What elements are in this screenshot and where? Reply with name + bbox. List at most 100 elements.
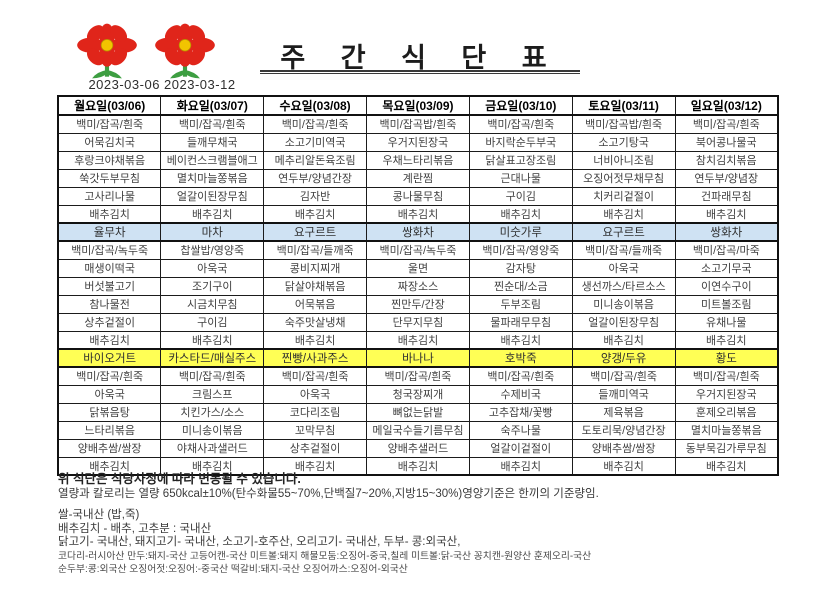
snack-cell: 카스타드/매실주스	[160, 348, 265, 368]
breakfast-menu-row: 후랑크야채볶음 베이컨스크램블애그 메추리알돈육조림 우채느타리볶음 닭살표고장조림 너비…	[57, 150, 779, 170]
menu-cell: 배추김치	[263, 456, 368, 476]
menu-cell: 콩비지찌개	[263, 258, 368, 278]
lunch-menu-row: 배추김치 배추김치 배추김치 배추김치 배추김치 배추김치 배추김치	[57, 330, 779, 350]
menu-cell: 들깨미역국	[571, 384, 676, 404]
menu-cell: 미트볼조림	[674, 294, 779, 314]
menu-cell: 배추김치	[674, 456, 779, 476]
snack-cell: 양갱/두유	[571, 348, 676, 368]
menu-cell: 고추잡채/꽃빵	[468, 402, 573, 422]
snack-cell: 찐빵/사과주스	[263, 348, 368, 368]
menu-cell: 백미/잡곡/흰죽	[674, 366, 779, 386]
menu-cell: 참치김치볶음	[674, 150, 779, 170]
snack-cell: 쌍화차	[366, 222, 470, 242]
day-header-0: 월요일(03/06)	[57, 95, 162, 116]
menu-cell: 북어콩나물국	[674, 132, 779, 152]
menu-cell: 백미/잡곡밥/흰죽	[366, 114, 470, 134]
breakfast-menu-row: 쑥갓두부무침 멸치마늘쫑볶음 연두부/양념간장 계란찜 근대나물 오징어젓무채무침 연두부/…	[57, 168, 779, 188]
menu-cell: 소고기무국	[674, 258, 779, 278]
dinner-menu-row: 백미/잡곡/흰죽 백미/잡곡/흰죽 백미/잡곡/흰죽 백미/잡곡/흰죽 백미/잡곡/흰죽…	[57, 366, 779, 386]
menu-cell: 양배추쌈/쌈장	[571, 438, 676, 458]
menu-cell: 꼬막무침	[263, 420, 368, 440]
menu-cell: 백미/잡곡/흰죽	[160, 366, 265, 386]
menu-table: 월요일(03/06) 화요일(03/07) 수요일(03/08) 목요일(03/09)…	[57, 95, 779, 476]
menu-cell: 찐순대/소금	[468, 276, 573, 296]
day-header-6: 일요일(03/12)	[674, 95, 779, 116]
change-notice: 위 식단은 식당사정에 따라 변동될 수 있습니다.	[58, 472, 301, 486]
menu-cell: 찐만두/간장	[366, 294, 470, 314]
lunch-menu-row: 백미/잡곡/녹두죽 찹쌀밥/영양죽 백미/잡곡/들깨죽 백미/잡곡/녹두죽 백미/잡곡/…	[57, 240, 779, 260]
snack-cell: 바이오거트	[57, 348, 162, 368]
lunch-menu-row: 버섯불고기 조기구이 닭살야채볶음 짜장소스 찐순대/소금 생선까스/타르소스 이연수구이	[57, 276, 779, 296]
menu-cell: 백미/잡곡/들깨죽	[571, 240, 676, 260]
menu-cell: 두부조림	[468, 294, 573, 314]
menu-cell: 백미/잡곡/흰죽	[263, 366, 368, 386]
snack-cell: 황도	[674, 348, 779, 368]
menu-cell: 조기구이	[160, 276, 265, 296]
menu-cell: 배추김치	[571, 456, 676, 476]
menu-cell: 백미/잡곡/흰죽	[263, 114, 368, 134]
menu-cell: 근대나물	[468, 168, 573, 188]
menu-cell: 구이김	[468, 186, 573, 206]
menu-cell: 배추김치	[571, 204, 676, 224]
afternoon-snack-row: 바이오거트 카스타드/매실주스 찐빵/사과주스 바나나 호박죽 양갱/두유 황도	[57, 348, 779, 368]
day-header-2: 수요일(03/08)	[263, 95, 368, 116]
menu-cell: 백미/잡곡/들깨죽	[263, 240, 368, 260]
menu-cell: 양배추쌈/쌈장	[57, 438, 162, 458]
menu-cell: 배추김치	[366, 456, 470, 476]
menu-cell: 배추김치	[57, 204, 162, 224]
menu-cell: 배추김치	[571, 330, 676, 350]
menu-cell: 너비아니조림	[571, 150, 676, 170]
menu-cell: 느타리볶음	[57, 420, 162, 440]
breakfast-menu-row: 배추김치 배추김치 배추김치 배추김치 배추김치 배추김치 배추김치	[57, 204, 779, 224]
menu-cell: 백미/잡곡/흰죽	[57, 366, 162, 386]
menu-cell: 숙주나물	[468, 420, 573, 440]
menu-cell: 백미/잡곡/녹두죽	[366, 240, 470, 260]
snack-cell: 미숫가루	[468, 222, 573, 242]
menu-cell: 소고기미역국	[263, 132, 368, 152]
menu-cell: 어묵김치국	[57, 132, 162, 152]
footer-notes: 위 식단은 식당사정에 따라 변동될 수 있습니다. 열량과 칼로리는 열량 6…	[58, 472, 818, 576]
menu-cell: 미니송이볶음	[571, 294, 676, 314]
flower-icons	[62, 22, 242, 80]
menu-cell: 크림스프	[160, 384, 265, 404]
menu-cell: 백미/잡곡/흰죽	[468, 114, 573, 134]
origin-line-2: 닭고기- 국내산, 돼지고기- 국내산, 소고기-호주산, 오리고기- 국내산,…	[58, 536, 461, 548]
flower-icon	[77, 23, 137, 79]
menu-cell: 야채사과샐러드	[160, 438, 265, 458]
menu-cell: 상추겉절이	[57, 312, 162, 332]
menu-cell: 아욱국	[263, 384, 368, 404]
menu-cell: 백미/잡곡/녹두죽	[57, 240, 162, 260]
menu-cell: 유채나물	[674, 312, 779, 332]
menu-cell: 배추김치	[57, 456, 162, 476]
menu-cell: 연두부/양념장	[674, 168, 779, 188]
menu-cell: 코다리조림	[263, 402, 368, 422]
origin-line-0: 쌀-국내산 (밥,죽)	[58, 509, 140, 521]
menu-cell: 들깨무채국	[160, 132, 265, 152]
menu-cell: 상추겉절이	[263, 438, 368, 458]
menu-cell: 백미/잡곡/영양죽	[468, 240, 573, 260]
dinner-menu-row: 닭볶음탕 치킨가스/소스 코다리조림 뼈없는닭발 고추잡채/꽃빵 제육볶음 훈제오리볶음	[57, 402, 779, 422]
menu-cell: 숙주맛살냉채	[263, 312, 368, 332]
menu-cell: 백미/잡곡/흰죽	[571, 366, 676, 386]
menu-cell: 뼈없는닭발	[366, 402, 470, 422]
menu-cell: 제육볶음	[571, 402, 676, 422]
menu-cell: 얼갈이겉절이	[468, 438, 573, 458]
menu-cell: 계란찜	[366, 168, 470, 188]
day-header-row: 월요일(03/06) 화요일(03/07) 수요일(03/08) 목요일(03/09)…	[57, 95, 779, 116]
menu-cell: 백미/잡곡/흰죽	[160, 114, 265, 134]
menu-cell: 건파래무침	[674, 186, 779, 206]
title-underline	[260, 70, 580, 74]
menu-cell: 메일국수들기름무침	[366, 420, 470, 440]
menu-cell: 배추김치	[468, 456, 573, 476]
menu-cell: 닭살표고장조림	[468, 150, 573, 170]
menu-cell: 도토리묵/양념간장	[571, 420, 676, 440]
menu-cell: 우거지된장국	[366, 132, 470, 152]
snack-cell: 율무차	[57, 222, 162, 242]
date-range: 2023-03-06 2023-03-12	[88, 77, 236, 92]
menu-cell: 배추김치	[57, 330, 162, 350]
menu-cell: 연두부/양념간장	[263, 168, 368, 188]
breakfast-menu-row: 어묵김치국 들깨무채국 소고기미역국 우거지된장국 바지락순두부국 소고기탕국 북어콩나물국	[57, 132, 779, 152]
origin-line-4: 순두부:콩:외국산 오징어젓:오징어:-중국산 떡갈비:돼지-국산 오징어까스:…	[58, 563, 408, 575]
dinner-menu-row: 아욱국 크림스프 아욱국 청국장찌개 수제비국 들깨미역국 우거지된장국	[57, 384, 779, 404]
menu-cell: 감자탕	[468, 258, 573, 278]
